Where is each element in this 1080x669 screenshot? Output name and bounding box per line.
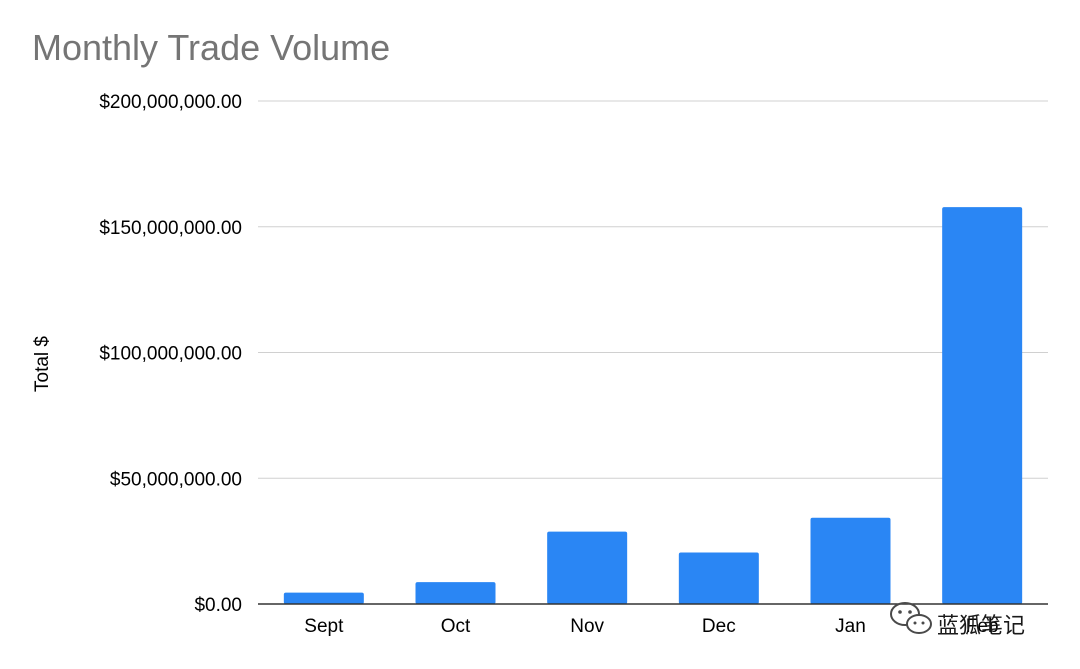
bar-jan (810, 517, 891, 604)
chart-title: Monthly Trade Volume (32, 27, 390, 68)
y-axis-label: Total $ (32, 336, 53, 392)
y-tick-label: $0.00 (194, 595, 242, 616)
x-tick-label: Sept (304, 616, 344, 637)
watermark: 蓝狐笔记 (890, 602, 1025, 639)
bar-sept (283, 592, 364, 604)
y-tick-label: $200,000,000.00 (99, 92, 242, 113)
y-tick-label: $150,000,000.00 (99, 218, 242, 239)
gridlines (258, 100, 1048, 479)
x-tick-label: Jan (835, 616, 866, 637)
y-tick-label: $50,000,000.00 (110, 469, 242, 490)
bar-nov (547, 531, 628, 604)
y-axis-ticks: $0.00 $50,000,000.00 $100,000,000.00 $150,0… (99, 92, 242, 616)
bar-oct (415, 582, 496, 604)
watermark-text: 蓝狐笔记 (937, 614, 1025, 639)
y-tick-label: $100,000,000.00 (99, 344, 242, 365)
x-tick-label: Feb (966, 616, 999, 637)
wechat-icon (890, 602, 932, 634)
x-tick-label: Oct (441, 616, 471, 637)
x-tick-label: Nov (570, 616, 604, 637)
x-tick-label: Dec (702, 616, 736, 637)
x-axis-ticks: Sept Oct Nov Dec Jan Feb (304, 616, 998, 637)
bar-dec (678, 552, 759, 604)
bar-feb (942, 207, 1023, 604)
bars (283, 207, 1023, 604)
